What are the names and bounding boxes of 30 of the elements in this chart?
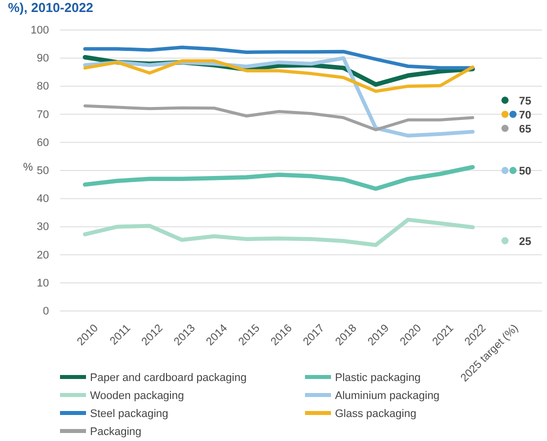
data-label: 50 bbox=[519, 166, 532, 178]
line-series bbox=[83, 59, 474, 93]
y-tick-label: 0 bbox=[42, 306, 49, 318]
y-tick-label: 80 bbox=[36, 80, 49, 93]
y-tick-label: 50 bbox=[36, 165, 49, 178]
y-tick-label: 10 bbox=[36, 277, 49, 290]
legend-label: Aluminium packaging bbox=[335, 390, 440, 402]
data-label: 70 bbox=[519, 109, 532, 122]
y-tick-label: 100 bbox=[30, 24, 49, 37]
line-series bbox=[83, 46, 474, 70]
chart-title: %), 2010-2022 bbox=[8, 0, 94, 15]
legend-label: Packaging bbox=[90, 426, 142, 438]
data-label: 25 bbox=[519, 236, 532, 248]
y-axis-title: % bbox=[23, 162, 34, 174]
y-tick-label: 30 bbox=[36, 221, 49, 234]
line-series bbox=[84, 104, 474, 132]
line-series bbox=[83, 218, 475, 247]
legend-label: Plastic packaging bbox=[335, 372, 421, 384]
line-series bbox=[82, 165, 475, 191]
legend-label: Steel packaging bbox=[90, 408, 168, 420]
y-tick-label: 20 bbox=[36, 249, 49, 262]
legend-label: Wooden packaging bbox=[90, 390, 184, 402]
y-tick-label: 60 bbox=[36, 136, 49, 149]
legend-label: Glass packaging bbox=[335, 408, 416, 420]
y-tick-label: 40 bbox=[36, 193, 49, 206]
y-tick-label: 90 bbox=[36, 52, 49, 65]
data-label: 65 bbox=[519, 123, 532, 136]
data-label: 75 bbox=[519, 95, 532, 108]
legend-label: Paper and cardboard packaging bbox=[90, 372, 247, 384]
y-tick-label: 70 bbox=[36, 108, 49, 121]
